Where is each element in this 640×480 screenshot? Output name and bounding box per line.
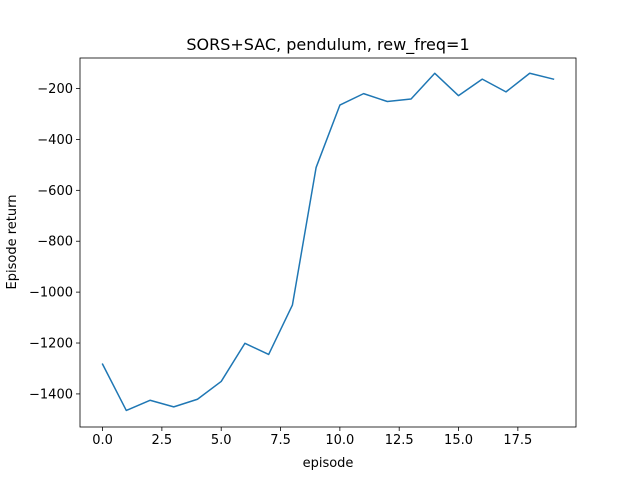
x-tick-label: 2.5 <box>152 433 173 448</box>
x-axis-label: episode <box>303 456 354 471</box>
data-point <box>411 98 412 99</box>
x-tick-label: 0.0 <box>92 433 113 448</box>
data-point <box>316 167 317 168</box>
plot-area <box>80 58 576 427</box>
data-point <box>458 95 459 96</box>
data-point <box>505 91 506 92</box>
data-point <box>363 93 364 94</box>
x-tick-label: 10.0 <box>325 433 354 448</box>
y-tick-label: −800 <box>37 235 73 250</box>
data-point <box>173 406 174 407</box>
data-point <box>221 381 222 382</box>
y-axis-label: Episode return <box>5 195 20 290</box>
data-point <box>387 101 388 102</box>
chart-title: SORS+SAC, pendulum, rew_freq=1 <box>186 35 469 55</box>
data-point <box>553 79 554 80</box>
data-point <box>150 400 151 401</box>
data-point <box>244 343 245 344</box>
data-point <box>434 73 435 74</box>
y-tick-label: −600 <box>37 184 73 199</box>
y-tick-label: −1400 <box>29 387 73 402</box>
x-tick-label: 15.0 <box>444 433 473 448</box>
series-line <box>101 72 555 412</box>
x-tick-label: 17.5 <box>503 433 532 448</box>
data-point <box>126 410 127 411</box>
y-tick-label: −1200 <box>29 337 73 352</box>
data-point <box>197 399 198 400</box>
data-point <box>292 305 293 306</box>
y-tick-label: −1000 <box>29 286 73 301</box>
data-point <box>529 73 530 74</box>
data-point <box>102 364 103 365</box>
x-tick-label: 7.5 <box>270 433 291 448</box>
x-tick-label: 5.0 <box>211 433 232 448</box>
x-axis: 0.0 2.5 5.0 7.5 10.0 12.5 15.0 17.5 <box>92 427 532 448</box>
y-axis: −1400 −1200 −1000 −800 −600 −400 −200 <box>29 82 80 402</box>
data-point <box>339 105 340 106</box>
data-point <box>268 354 269 355</box>
data-point <box>482 79 483 80</box>
plot-frame <box>79 57 577 428</box>
y-tick-label: −400 <box>37 133 73 148</box>
y-tick-label: −200 <box>37 82 73 97</box>
x-tick-label: 12.5 <box>385 433 414 448</box>
